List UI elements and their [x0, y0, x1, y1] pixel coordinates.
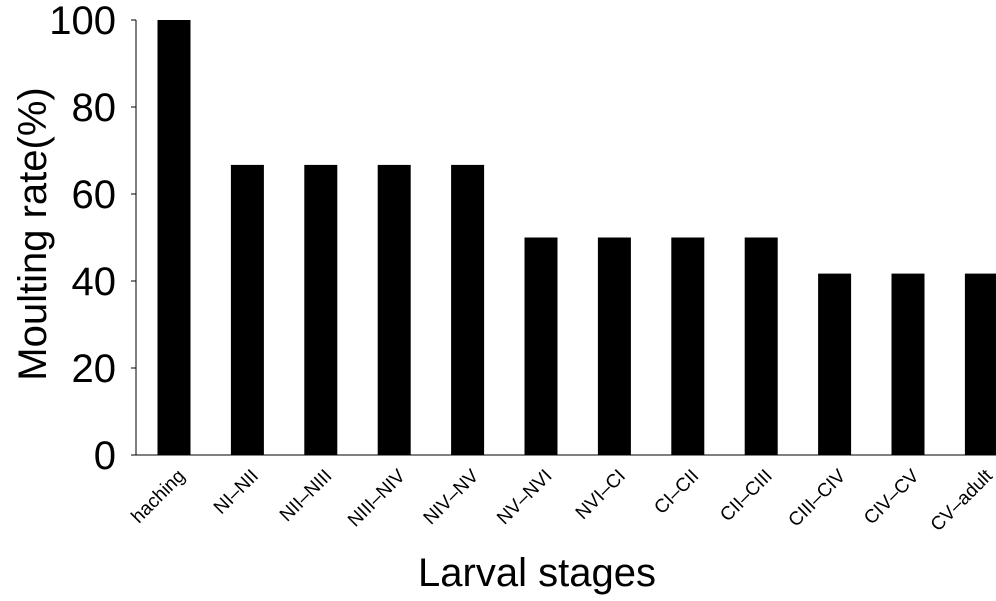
- bar: [892, 274, 925, 455]
- y-axis-title: Moulting rate(%): [11, 87, 55, 380]
- x-tick-label: NIII–NIV: [344, 465, 410, 531]
- x-axis-title: Larval stages: [418, 551, 656, 595]
- bar: [378, 165, 411, 455]
- y-tick-label: 100: [49, 0, 116, 43]
- y-tick-label: 60: [72, 173, 117, 217]
- axes: [136, 20, 996, 455]
- bar: [671, 238, 704, 456]
- bar: [525, 238, 558, 456]
- bar: [451, 165, 484, 455]
- x-tick-label: NII–NIII: [276, 466, 336, 526]
- y-tick-label: 0: [94, 434, 116, 478]
- bar: [304, 165, 337, 455]
- bar: [818, 274, 851, 455]
- bar: [158, 20, 191, 455]
- bar: [598, 238, 631, 456]
- x-tick-label: CV–adult: [927, 465, 996, 536]
- x-tick-label: CIV–CV: [860, 465, 924, 529]
- x-tick-label: CIII–CIV: [785, 465, 851, 531]
- y-tick-label: 40: [72, 260, 117, 304]
- x-tick-label: NV–NVI: [493, 466, 556, 529]
- x-tick-label: NIV–NV: [420, 465, 484, 529]
- x-tick-label: haching: [128, 466, 190, 528]
- x-tick-label: CII–CIII: [716, 466, 776, 526]
- x-tick-label: NI–NII: [210, 466, 263, 519]
- bar: [965, 274, 996, 455]
- bar: [745, 238, 778, 456]
- bar: [231, 165, 264, 455]
- y-tick-label: 20: [72, 347, 117, 391]
- y-axis-ticks: 0 20 40 60 80 100: [49, 0, 136, 478]
- bars: [158, 20, 996, 455]
- x-tick-label: CI–CII: [650, 466, 703, 519]
- x-tick-label: NVI–CI: [572, 466, 630, 524]
- y-tick-label: 80: [72, 86, 117, 130]
